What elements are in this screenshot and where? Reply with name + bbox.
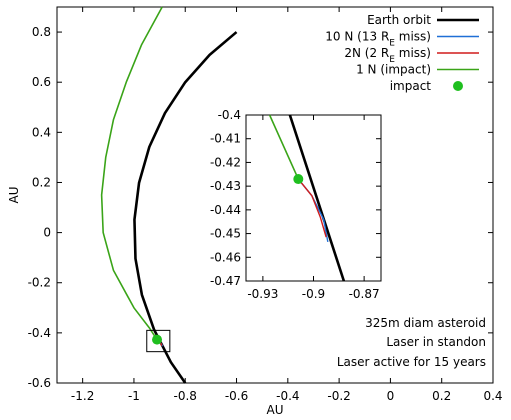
inset-line-1n-impact [268,114,300,180]
inset-ticks: -0.93 -0.9 -0.87 -0.4 -0.41 -0.42 -0.43 -0.44 -0… [210,108,381,301]
inset-y-tick-label: -0.43 [210,179,241,193]
inset-impact-marker [293,174,304,185]
main-series [100,6,238,384]
legend-label: impact [390,79,432,93]
legend-label: 2N (2 RE miss) [344,46,431,65]
legend-impact-marker [453,81,463,91]
annotation-laser-mode: Laser in standon [386,335,486,349]
x-tick-label: -0.6 [225,389,248,403]
legend: Earth orbit 10 N (13 RE miss)2N (2 RE mis… [325,13,479,93]
inset-y-tick-label: -0.42 [210,155,241,169]
y-tick-label: -0.6 [28,376,51,390]
y-axis-label: AU [7,187,21,204]
inset-y-tick-label: -0.47 [210,274,241,288]
inset-line-earth-orbit [288,114,346,282]
x-tick-label: 0 [387,389,395,403]
inset-y-tick-label: -0.41 [210,132,241,146]
y-tick-label: 0.6 [32,75,51,89]
x-tick-label: -0.2 [327,389,350,403]
series-line-1n-impact [100,6,163,341]
y-tick-label: -0.2 [28,276,51,290]
inset-series [268,114,346,282]
legend-label: Earth orbit [367,13,431,27]
x-tick-label: -0.4 [276,389,299,403]
inset-y-tick-label: -0.4 [218,108,241,122]
inset-y-tick-label: -0.45 [210,227,241,241]
y-tick-label: -0.4 [28,326,51,340]
x-axis-label: AU [267,403,284,417]
x-tick-label: 0.2 [432,389,451,403]
inset-y-tick-label: -0.46 [210,250,241,264]
zoom-region-box [146,329,171,353]
inset-line-2n [297,178,327,238]
inset-background [182,112,400,290]
x-tick-label: -0.8 [174,389,197,403]
legend-label: 1 N (impact) [356,63,431,77]
y-tick-label: 0.8 [32,25,51,39]
impact-marker [152,334,163,345]
x-tick-label: -1.2 [71,389,94,403]
y-tick-label: 0.4 [32,125,51,139]
x-tick-label: 0.4 [483,389,502,403]
x-tick-label: -1 [128,389,140,403]
inset-x-tick-label: -0.87 [349,287,380,301]
legend-label: 10 N (13 RE miss) [325,30,431,49]
inset-y-tick-label: -0.44 [210,203,241,217]
annotation-asteroid: 325m diam asteroid [365,316,486,330]
y-tick-label: 0 [43,226,51,240]
main-ticks: -1.2 -1 -0.8 -0.6 -0.4 -0.2 0 0.2 0.4-0.6-0.4-0.… [28,7,503,403]
y-tick-label: 0.2 [32,175,51,189]
main-plot-frame [56,6,494,384]
annotation-laser-duration: Laser active for 15 years [337,355,486,369]
inset-x-tick-label: -0.93 [247,287,278,301]
inset-x-tick-label: -0.9 [302,287,325,301]
